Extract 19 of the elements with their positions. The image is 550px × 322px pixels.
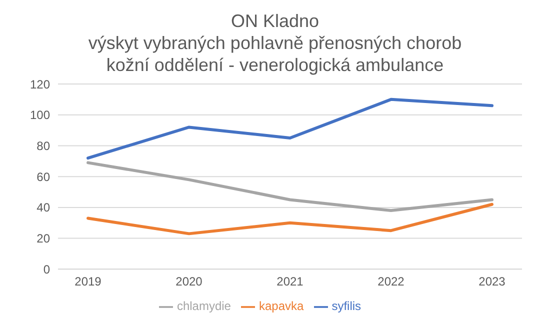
legend-label: chlamydie [176,299,231,314]
y-tick-label: 0 [43,262,50,276]
x-tick-label: 2021 [276,274,304,289]
legend-label: syfilis [332,299,362,314]
x-tick-label: 2023 [478,274,506,289]
y-tick-label: 100 [30,108,50,122]
y-tick-label: 120 [30,77,50,92]
line-series [86,161,494,212]
legend-label: kapavka [258,299,304,314]
line-series [86,98,494,160]
x-tick-label: 2022 [378,274,405,289]
y-tick-label: 40 [36,200,50,215]
y-tick-label: 60 [36,170,50,184]
x-tick-label: 2019 [74,274,102,289]
y-tick-label: 80 [36,138,50,153]
line-series [86,202,494,236]
x-tick-label: 2020 [176,274,203,289]
y-tick-label: 20 [36,232,50,246]
chart-title: ON Kladno výskyt vybraných pohlavně přenosných chorob kožní oddělení - venerologická ambulance [87,10,463,76]
